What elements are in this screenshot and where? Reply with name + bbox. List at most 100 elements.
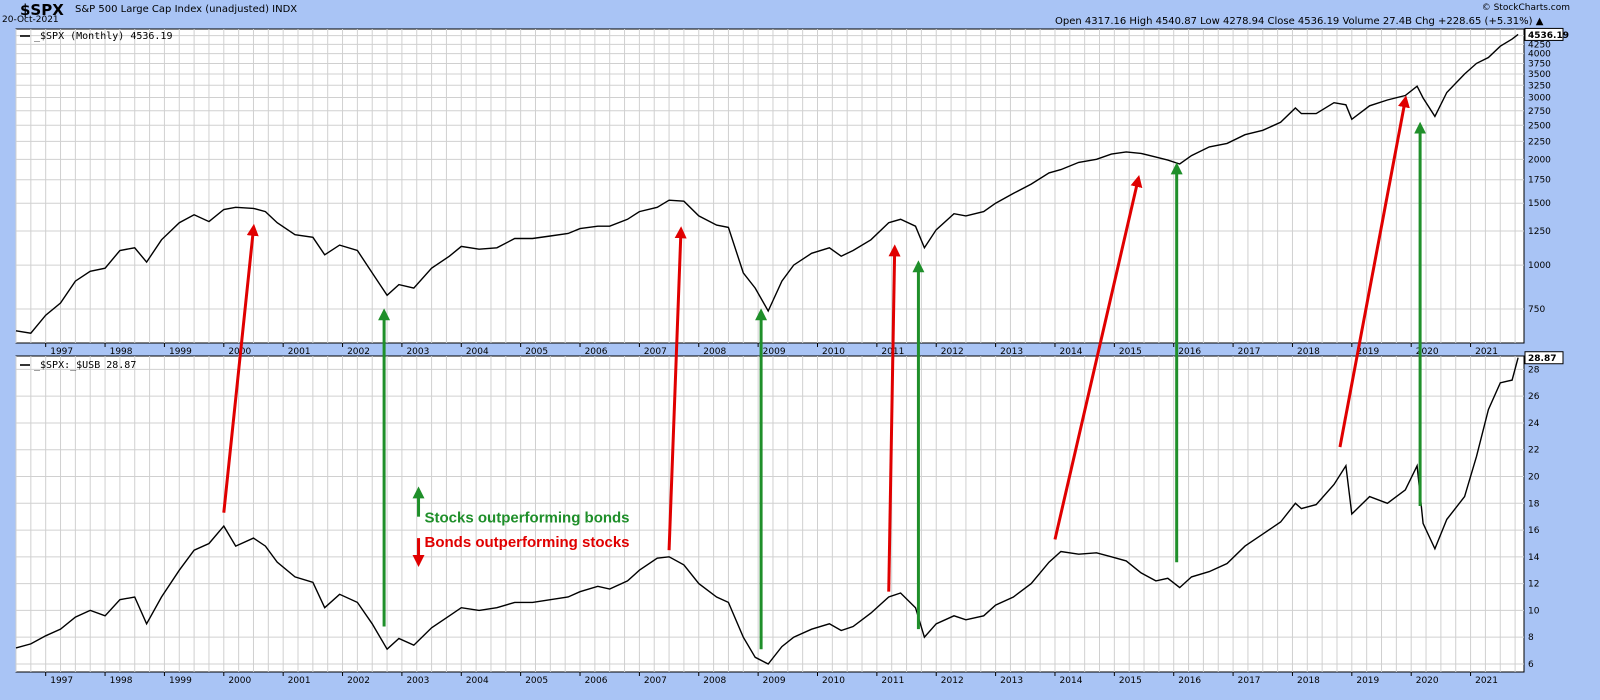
bottom-xtick-label: 2020 — [1416, 676, 1439, 686]
bottom-xtick-label: 2017 — [1238, 676, 1261, 686]
top-ytick-label: 3500 — [1528, 70, 1551, 80]
credit-label: © StockCharts.com — [1481, 3, 1570, 13]
top-xtick-label: 2015 — [1119, 347, 1142, 357]
bottom-panel — [15, 355, 1525, 673]
bottom-xtick-label: 2007 — [644, 676, 667, 686]
top-xtick-label: 1999 — [169, 347, 192, 357]
bottom-last-value-text: 28.87 — [1528, 354, 1556, 364]
bottom-xtick-label: 2008 — [703, 676, 726, 686]
top-xtick-label: 2007 — [644, 347, 667, 357]
red-arrow — [667, 226, 687, 551]
bottom-xtick-label: 2018 — [1297, 676, 1320, 686]
bottom-ytick-label: 14 — [1528, 553, 1540, 563]
bottom-last-value: 28.87 — [1524, 351, 1564, 365]
top-xtick-label: 2009 — [763, 347, 786, 357]
top-xtick-label: 2019 — [1356, 347, 1379, 357]
chg-up-icon: ▲ — [1535, 16, 1544, 27]
bottom-xtick-label: 2016 — [1178, 676, 1201, 686]
legend-red-text: Bonds outperforming stocks — [425, 534, 630, 551]
bottom-xtick-label: 2009 — [763, 676, 786, 686]
top-xtick-label: 2004 — [466, 347, 489, 357]
top-xtick-label: 2001 — [288, 347, 311, 357]
top-xtick-label: 2020 — [1416, 347, 1439, 357]
bottom-xtick-label: 2000 — [228, 676, 251, 686]
top-xtick-label: 2005 — [525, 347, 548, 357]
bottom-ytick-label: 16 — [1528, 526, 1540, 536]
top-ytick-label: 2000 — [1528, 155, 1551, 165]
symbol-label: $SPX — [20, 1, 64, 19]
top-ytick-label: 3750 — [1528, 59, 1551, 69]
bottom-xtick-label: 2014 — [1060, 676, 1083, 686]
bottom-ytick-label: 8 — [1528, 633, 1534, 643]
bottom-xtick-label: 2019 — [1356, 676, 1379, 686]
top-last-value: 4536.19 — [1524, 27, 1569, 41]
legend-green-text: Stocks outperforming bonds — [425, 509, 630, 526]
index-name: S&P 500 Large Cap Index (unadjusted) IND… — [75, 4, 297, 15]
bottom-ytick-label: 18 — [1528, 499, 1540, 509]
spx-usb-ratio-line — [15, 357, 1519, 665]
top-xtick-label: 2006 — [585, 347, 608, 357]
top-ytick-label: 1750 — [1528, 176, 1551, 186]
top-last-value-box — [1524, 27, 1564, 41]
bottom-xtick-label: 1999 — [169, 676, 192, 686]
top-xtick-label: 2017 — [1238, 347, 1261, 357]
ohlc-summary-text: Open 4317.16 High 4540.87 Low 4278.94 Cl… — [1055, 16, 1533, 27]
bottom-ytick-label: 10 — [1528, 606, 1540, 616]
top-ytick-label: 3000 — [1528, 93, 1551, 103]
top-xtick-label: 2002 — [347, 347, 370, 357]
bottom-xtick-label: 2012 — [941, 676, 964, 686]
ohlc-summary: Open 4317.16 High 4540.87 Low 4278.94 Cl… — [1055, 16, 1543, 27]
exchange-label: INDX — [272, 4, 298, 15]
top-xtick-label: 2013 — [1000, 347, 1023, 357]
bottom-ytick-label: 26 — [1528, 392, 1540, 402]
spx-monthly-line — [15, 33, 1519, 334]
bottom-legend-label: _$SPX:_$USB 28.87 — [34, 360, 136, 371]
chart-header: $SPX S&P 500 Large Cap Index (unadjusted… — [0, 0, 1600, 27]
index-name-text: S&P 500 Large Cap Index (unadjusted) — [75, 4, 269, 15]
top-legend-label: _$SPX (Monthly) 4536.19 — [34, 31, 172, 42]
top-ytick-label: 1250 — [1528, 227, 1551, 237]
bottom-xtick-label: 2004 — [466, 676, 489, 686]
bottom-xtick-label: 2011 — [881, 676, 904, 686]
top-xtick-label: 2010 — [822, 347, 845, 357]
top-ytick-label: 2250 — [1528, 137, 1551, 147]
bottom-last-value-box — [1524, 351, 1564, 365]
bottom-xtick-label: 2021 — [1475, 676, 1498, 686]
top-panel — [15, 28, 1525, 344]
top-ytick-label: 4000 — [1528, 50, 1551, 60]
top-xtick-label: 2008 — [703, 347, 726, 357]
top-xtick-label: 2016 — [1178, 347, 1201, 357]
top-xtick-label: 2021 — [1475, 347, 1498, 357]
top-ytick-label: 1000 — [1528, 261, 1551, 271]
bottom-ytick-label: 12 — [1528, 580, 1539, 590]
red-arrow — [1338, 95, 1410, 448]
bottom-xtick-label: 2006 — [585, 676, 608, 686]
top-ytick-label: 2500 — [1528, 121, 1551, 131]
top-xtick-label: 1998 — [110, 347, 133, 357]
red-arrow — [222, 223, 259, 513]
top-xtick-label: 2018 — [1297, 347, 1320, 357]
top-ytick-label: 1500 — [1528, 199, 1551, 209]
bottom-ytick-label: 22 — [1528, 446, 1539, 456]
bottom-ytick-label: 28 — [1528, 365, 1540, 375]
bottom-ytick-label: 6 — [1528, 660, 1534, 670]
bottom-xtick-label: 1997 — [50, 676, 73, 686]
top-last-value-text: 4536.19 — [1528, 31, 1569, 41]
bottom-xtick-label: 1998 — [110, 676, 133, 686]
bottom-xtick-label: 2015 — [1119, 676, 1142, 686]
bottom-xtick-label: 2002 — [347, 676, 370, 686]
bottom-xtick-label: 2003 — [406, 676, 429, 686]
top-xtick-label: 2014 — [1060, 347, 1083, 357]
bottom-xtick-label: 2005 — [525, 676, 548, 686]
red-arrow — [887, 244, 901, 592]
red-arrow — [1053, 175, 1143, 540]
bottom-xtick-label: 2001 — [288, 676, 311, 686]
bottom-ytick-label: 24 — [1528, 419, 1540, 429]
bottom-xtick-label: 2013 — [1000, 676, 1023, 686]
bottom-ytick-label: 20 — [1528, 473, 1540, 483]
top-ytick-label: 4250 — [1528, 40, 1551, 50]
top-ytick-label: 750 — [1528, 305, 1545, 315]
chart-date: 20-Oct-2021 — [2, 15, 59, 25]
